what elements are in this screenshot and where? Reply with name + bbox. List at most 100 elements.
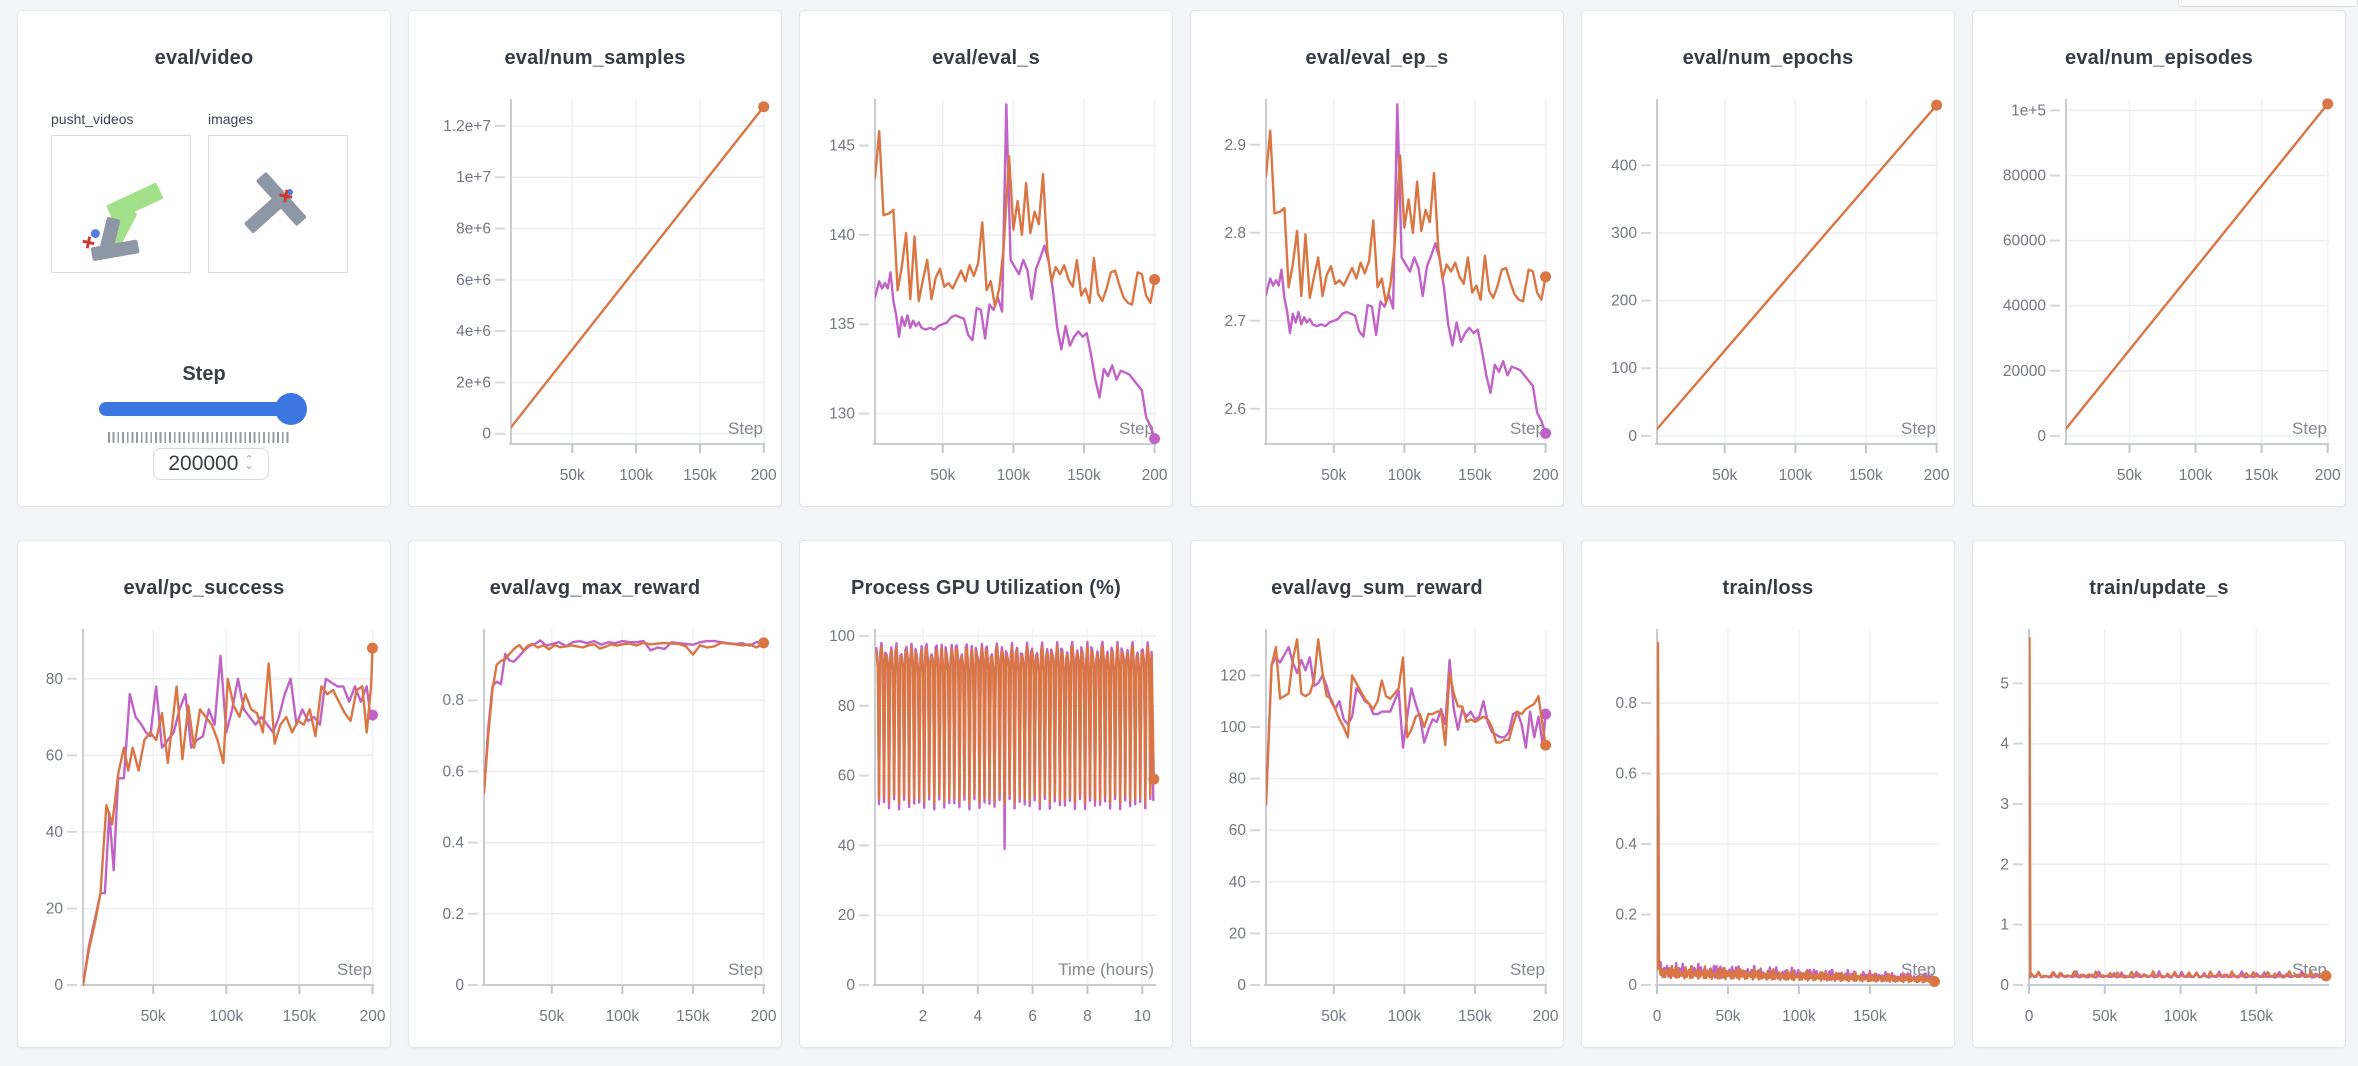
svg-text:200: 200 <box>1924 467 1950 484</box>
svg-text:0: 0 <box>846 977 855 994</box>
svg-text:0.6: 0.6 <box>1615 766 1637 783</box>
svg-text:200: 200 <box>360 1008 386 1025</box>
step-slider-tickmarks <box>108 432 290 443</box>
panel-train-loss[interactable]: train/loss 0 50k 100k 150k 0 0.2 0.4 0.6 0.8 Step <box>1581 540 1955 1048</box>
svg-text:5: 5 <box>2000 675 2009 692</box>
svg-text:Step: Step <box>337 960 372 979</box>
svg-text:40: 40 <box>1229 874 1247 891</box>
svg-text:1.2e+7: 1.2e+7 <box>443 118 491 135</box>
svg-text:145: 145 <box>829 137 855 154</box>
svg-text:100k: 100k <box>1388 1008 1422 1025</box>
svg-text:0: 0 <box>2025 1008 2034 1025</box>
svg-text:100k: 100k <box>1388 467 1422 484</box>
svg-text:40: 40 <box>838 837 856 854</box>
svg-text:Step: Step <box>1901 419 1936 438</box>
svg-text:200: 200 <box>2315 467 2341 484</box>
chart-plot-eval-num-episodes[interactable]: 50k 100k 150k 200 0 20000 40000 60000 80000 1e+5 S… <box>1973 11 2345 506</box>
chart-plot-eval-eval-s[interactable]: 50k 100k 150k 200 130 135 140 145 Step <box>800 11 1172 506</box>
svg-text:Step: Step <box>728 419 763 438</box>
svg-text:2.8: 2.8 <box>1224 225 1246 242</box>
number-stepper[interactable]: ⌃ ⌄ <box>244 454 254 472</box>
chart-plot-eval-num-epochs[interactable]: 50k 100k 150k 200 0 100 200 300 400 Step <box>1582 11 1954 506</box>
pusht-env-frame <box>82 182 163 261</box>
svg-text:200: 200 <box>1611 293 1637 310</box>
svg-text:0.8: 0.8 <box>1615 695 1637 712</box>
step-slider-thumb[interactable] <box>275 393 307 425</box>
chart-title: eval/num_episodes <box>2065 47 2253 69</box>
svg-text:1: 1 <box>2000 917 2009 934</box>
panel-gpu-utilization[interactable]: Process GPU Utilization (%) 2 4 6 8 10 0 20 40 6… <box>799 540 1173 1048</box>
svg-text:Step: Step <box>728 960 763 979</box>
step-slider-track[interactable] <box>99 402 301 416</box>
decrement-icon[interactable]: ⌄ <box>244 460 254 472</box>
video-thumbnail-pusht-videos[interactable] <box>51 135 191 273</box>
svg-text:50k: 50k <box>141 1008 166 1025</box>
svg-text:100: 100 <box>1611 360 1637 377</box>
svg-text:0.2: 0.2 <box>442 906 464 923</box>
svg-text:0.4: 0.4 <box>442 835 464 852</box>
svg-text:3: 3 <box>2000 796 2009 813</box>
panel-eval-num-epochs[interactable]: eval/num_epochs 50k 100k 150k 200 0 100 200 300… <box>1581 10 1955 507</box>
step-slider-title: Step <box>182 363 226 385</box>
chart-title: eval/num_samples <box>504 47 686 69</box>
svg-text:0.8: 0.8 <box>442 692 464 709</box>
chart-plot-eval-eval-ep-s[interactable]: 50k 100k 150k 200 2.6 2.7 2.8 2.9 Step <box>1191 11 1563 506</box>
svg-text:200: 200 <box>1533 1008 1559 1025</box>
svg-text:140: 140 <box>829 227 855 244</box>
svg-text:4: 4 <box>2000 736 2009 753</box>
svg-text:0.2: 0.2 <box>1615 907 1637 924</box>
svg-text:20: 20 <box>46 900 64 917</box>
svg-text:120: 120 <box>1220 667 1246 684</box>
chart-plot-eval-num-samples[interactable]: 50k 100k 150k 200 0 2e+6 4e+6 6e+6 8e+6 1e+7 1.2e+… <box>409 11 781 506</box>
svg-text:4: 4 <box>973 1008 982 1025</box>
svg-text:200: 200 <box>751 467 777 484</box>
chart-title: eval/eval_s <box>932 47 1040 69</box>
video-caption-pusht-videos: pusht_videos <box>51 111 134 127</box>
gray-t-shape <box>90 217 140 261</box>
chart-plot-eval-avg-max-reward[interactable]: 50k 100k 150k 200 0 0.2 0.4 0.6 0.8 Step <box>409 541 781 1047</box>
svg-text:50k: 50k <box>1715 1008 1740 1025</box>
svg-text:150k: 150k <box>283 1008 317 1025</box>
svg-text:50k: 50k <box>930 467 955 484</box>
panel-train-update-s[interactable]: train/update_s 0 50k 100k 150k 0 1 2 3 4 5 Step <box>1972 540 2346 1048</box>
svg-text:0: 0 <box>1237 977 1246 994</box>
chart-plot-eval-pc-success[interactable]: 50k 100k 150k 200 0 20 40 60 80 Step <box>18 541 390 1047</box>
panel-eval-avg-max-reward[interactable]: eval/avg_max_reward 50k 100k 150k 200 0 0.2 0.… <box>408 540 782 1048</box>
svg-text:2.6: 2.6 <box>1224 401 1246 418</box>
svg-text:8: 8 <box>1083 1008 1092 1025</box>
panel-eval-pc-success[interactable]: eval/pc_success 50k 100k 150k 200 0 20 40 60 80 S… <box>17 540 391 1048</box>
video-thumbnail-images[interactable] <box>208 135 348 273</box>
panel-eval-num-samples[interactable]: eval/num_samples 50k 100k 150k 200 0 2e+6 4e+6… <box>408 10 782 507</box>
increment-icon[interactable]: ⌃ <box>244 454 254 466</box>
svg-text:2: 2 <box>2000 856 2009 873</box>
svg-text:2.9: 2.9 <box>1224 137 1246 154</box>
svg-text:100k: 100k <box>209 1008 243 1025</box>
panel-eval-eval-s[interactable]: eval/eval_s 50k 100k 150k 200 130 135 140 145 St… <box>799 10 1173 507</box>
svg-text:20: 20 <box>1229 925 1247 942</box>
chart-plot-eval-avg-sum-reward[interactable]: 50k 100k 150k 200 0 20 40 60 80 100 120 Step <box>1191 541 1563 1047</box>
step-number-input[interactable]: 200000 ⌃ ⌄ <box>153 448 269 480</box>
svg-text:150k: 150k <box>1853 1008 1887 1025</box>
svg-text:150k: 150k <box>676 1008 710 1025</box>
svg-text:2.7: 2.7 <box>1224 313 1246 330</box>
svg-text:Step: Step <box>1510 419 1545 438</box>
step-slider[interactable] <box>99 393 307 425</box>
svg-text:200: 200 <box>1533 467 1559 484</box>
chart-title: eval/avg_max_reward <box>489 577 701 599</box>
panel-eval-avg-sum-reward[interactable]: eval/avg_sum_reward 50k 100k 150k 200 0 20 40 6… <box>1190 540 1564 1048</box>
svg-text:150k: 150k <box>1458 1008 1492 1025</box>
svg-text:0: 0 <box>54 977 63 994</box>
svg-text:50k: 50k <box>1321 467 1346 484</box>
panel-eval-video[interactable]: eval/video pusht_videos images <box>17 10 391 507</box>
svg-text:0: 0 <box>2037 428 2046 445</box>
svg-text:6: 6 <box>1028 1008 1037 1025</box>
panel-eval-num-episodes[interactable]: eval/num_episodes 50k 100k 150k 200 0 20000 40… <box>1972 10 2346 507</box>
panel-eval-eval-ep-s[interactable]: eval/eval_ep_s 50k 100k 150k 200 2.6 2.7 2.8 2.… <box>1190 10 1564 507</box>
svg-text:2: 2 <box>919 1008 928 1025</box>
target-cross-icon <box>279 189 293 203</box>
svg-text:0: 0 <box>1628 977 1637 994</box>
svg-text:100k: 100k <box>619 467 653 484</box>
